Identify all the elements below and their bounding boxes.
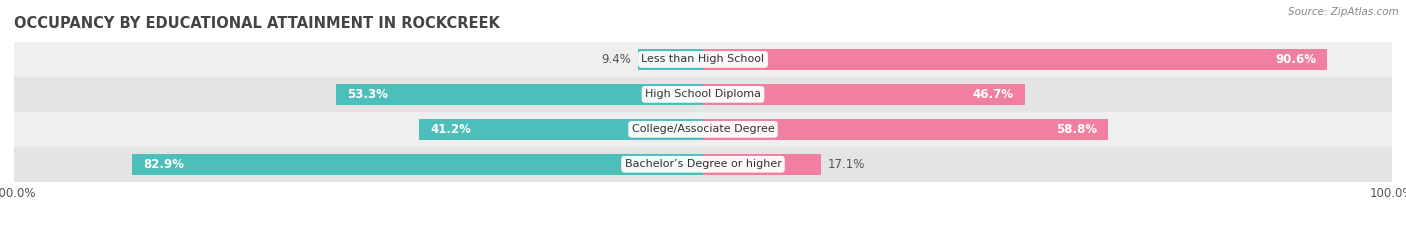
Bar: [336, 84, 703, 105]
Bar: [132, 154, 703, 175]
Text: Less than High School: Less than High School: [641, 55, 765, 64]
Text: 46.7%: 46.7%: [973, 88, 1014, 101]
Text: 82.9%: 82.9%: [143, 158, 184, 171]
Text: 53.3%: 53.3%: [347, 88, 388, 101]
Bar: [703, 84, 1025, 105]
Text: 9.4%: 9.4%: [602, 53, 631, 66]
Text: 41.2%: 41.2%: [430, 123, 471, 136]
Text: College/Associate Degree: College/Associate Degree: [631, 124, 775, 134]
Text: Source: ZipAtlas.com: Source: ZipAtlas.com: [1288, 7, 1399, 17]
Bar: [703, 119, 1108, 140]
Bar: [14, 77, 1392, 112]
Text: Bachelor’s Degree or higher: Bachelor’s Degree or higher: [624, 159, 782, 169]
Bar: [703, 154, 821, 175]
Text: High School Diploma: High School Diploma: [645, 89, 761, 99]
Text: 17.1%: 17.1%: [828, 158, 865, 171]
Bar: [14, 42, 1392, 77]
Bar: [419, 119, 703, 140]
Text: 58.8%: 58.8%: [1056, 123, 1097, 136]
Bar: [14, 147, 1392, 182]
Text: 90.6%: 90.6%: [1275, 53, 1316, 66]
Bar: [703, 49, 1327, 70]
Bar: [638, 49, 703, 70]
Text: OCCUPANCY BY EDUCATIONAL ATTAINMENT IN ROCKCREEK: OCCUPANCY BY EDUCATIONAL ATTAINMENT IN R…: [14, 16, 501, 31]
Bar: [14, 112, 1392, 147]
